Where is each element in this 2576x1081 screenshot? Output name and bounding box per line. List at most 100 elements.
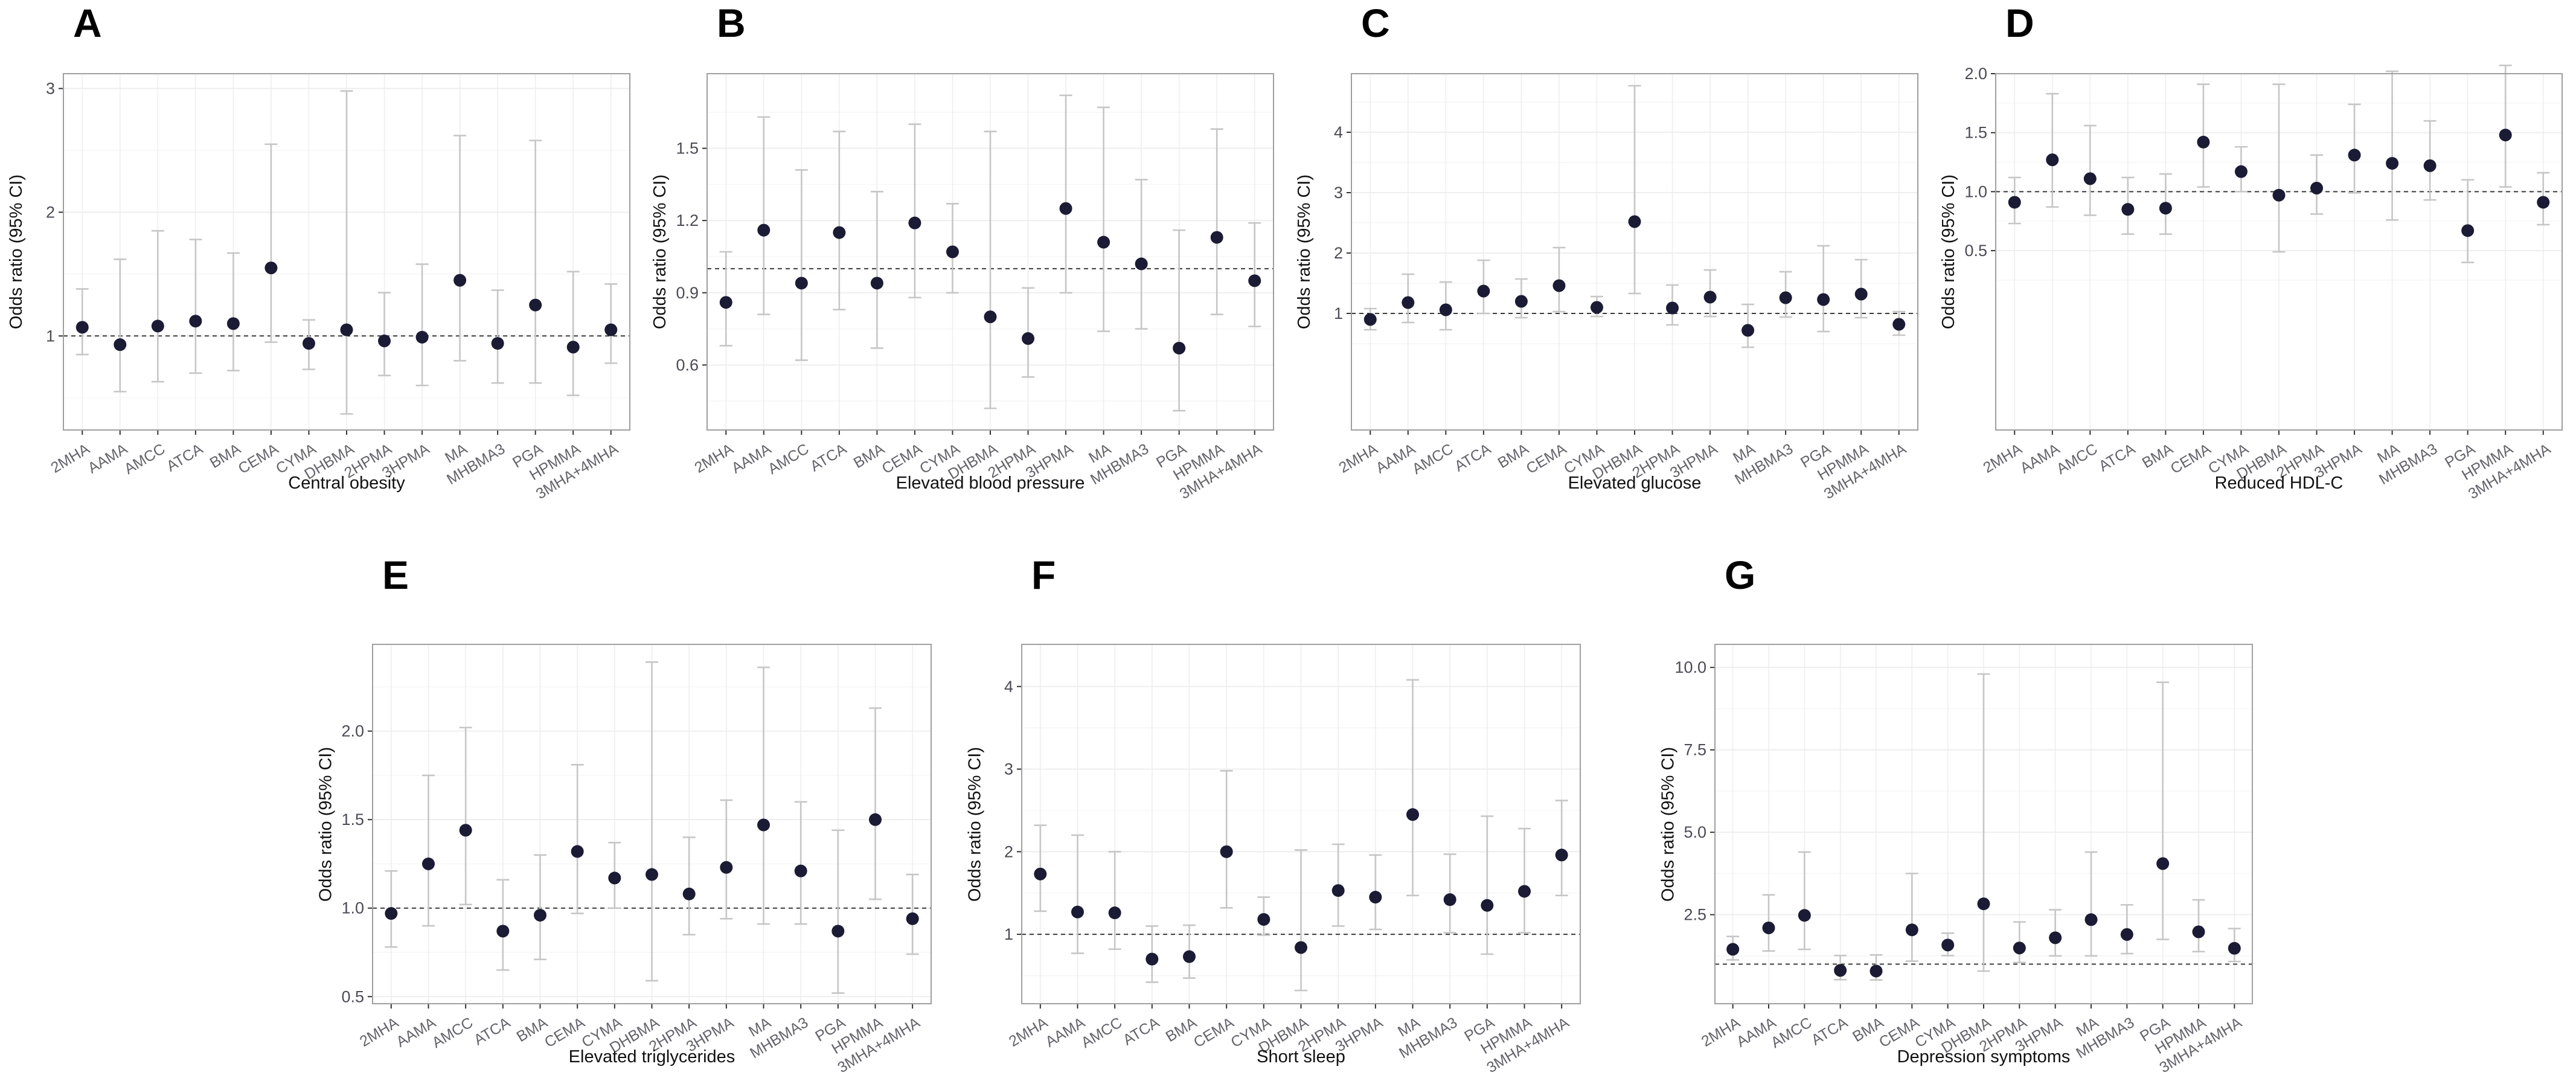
point-CEMA [908,216,921,229]
svg-text:ATCA: ATCA [1809,1014,1851,1049]
svg-text:1: 1 [1334,304,1343,322]
point-2MHA [2008,196,2021,209]
plot-frame [1351,73,1918,431]
point-CEMA [1552,279,1566,292]
point-DHBMA [984,310,997,324]
svg-text:1.0: 1.0 [1964,182,1987,200]
point-2HPMA [2013,941,2026,955]
svg-text:AMCC: AMCC [1078,1014,1126,1051]
point-AAMA [422,857,435,870]
svg-text:CEMA: CEMA [542,1014,588,1051]
point-BMA [1870,964,1883,978]
svg-text:2MHA: 2MHA [357,1014,402,1050]
x-axis-title-f: Short sleep [1257,1047,1345,1067]
point-BMA [870,277,883,290]
point-ATCA [2121,203,2135,216]
point-AAMA [1402,296,1415,309]
svg-text:AMCC: AMCC [1409,440,1456,478]
point-BMA [1183,950,1196,963]
svg-text:3: 3 [1334,184,1343,202]
panel-elevated-glucose: C Odds ratio (95% CI) 1 2 3 4 2MHA AAMA AMCC AT… [1288,0,1932,524]
point-2HPMA [1022,332,1035,345]
x-axis-title-e: Elevated triglycerides [568,1047,735,1067]
svg-text:CEMA: CEMA [879,440,926,477]
y-axis: 0.5 1.0 1.5 2.0 [1964,65,1996,260]
y-axis: 1 2 3 4 [1004,678,1022,943]
svg-text:AMCC: AMCC [429,1014,476,1051]
x-axis-title-c: Elevated glucose [1568,473,1702,493]
x-axis-title-g: Depression symptoms [1897,1047,2071,1067]
point-2HPMA [1666,301,1679,315]
svg-text:ATCA: ATCA [1452,440,1494,475]
svg-text:2: 2 [1334,244,1343,262]
svg-text:2: 2 [1004,842,1013,861]
svg-text:2MHA: 2MHA [1336,440,1380,476]
svg-text:ATCA: ATCA [807,440,850,475]
point-2HPMA [378,335,391,347]
point-CEMA [1905,923,1918,937]
point-DHBMA [1295,941,1307,954]
point-PGA [1173,341,1186,354]
svg-text:10.0: 10.0 [1674,658,1706,676]
point-MHBMA3 [1135,257,1148,271]
point-AAMA [2046,153,2059,167]
point-CYMA [302,337,315,350]
point-AMCC [795,277,808,290]
point-MA [1406,808,1419,821]
point-2MHA [1034,867,1047,881]
point-PGA [529,298,542,312]
panel-letter-f: F [1031,553,1057,597]
point-PGA [2461,224,2475,237]
svg-text:1.5: 1.5 [1964,124,1987,142]
point-MHBMA3 [1443,893,1456,906]
plot-frame [1714,644,2253,1004]
panel-letter-e: E [382,553,410,597]
error-bars [75,90,618,415]
point-ATCA [833,226,846,239]
plot-frame [706,73,1274,431]
svg-text:3: 3 [46,80,55,98]
y-axis: 1 2 3 4 [1334,123,1351,322]
point-DHBMA [340,323,353,336]
plot-frame [1021,644,1581,1004]
point-MA [2084,913,2098,926]
point-CEMA [1220,845,1233,858]
svg-text:2MHA: 2MHA [1980,440,2025,476]
panel-depression-symptoms: G Odds ratio (95% CI) 2.5 5.0 7.5 10.0 2MHA A… [1647,525,2296,1081]
point-MHBMA3 [491,337,504,350]
forest-plot-depression-symptoms: 2.55.07.510.02MHAAAMAAMCCATCABMACEMACYMA… [1674,644,2253,1076]
panel-elevated-triglycerides: E Odds ratio (95% CI) 0.5 1.0 1.5 2.0 2MHA AA… [305,525,954,1081]
point-3HPMA [2049,931,2062,945]
point-ATCA [189,315,202,328]
point-CYMA [1257,913,1270,926]
point-HPMMA [2499,129,2512,142]
plot-frame [63,73,630,431]
panel-central-obesity: A Odds ratio (95% CI) 1 2 3 2MHA AAMA AMCC ATC… [0,0,644,524]
point-MA [1741,324,1755,337]
point-AMCC [459,824,472,837]
x-axis-title-b: Elevated blood pressure [896,473,1085,493]
point-AMCC [151,319,164,333]
svg-text:AAMA: AAMA [729,440,774,477]
point-AMCC [1108,906,1121,920]
svg-text:0.9: 0.9 [676,284,699,302]
odds-ratio-points [1363,215,1906,337]
point-2MHA [75,321,89,334]
point-3MHA+4MHA [906,912,919,925]
panel-elevated-blood-pressure: B Odds ratio (95% CI) 0.6 0.9 1.2 1.5 2MHA AA… [644,0,1287,524]
point-ATCA [496,925,510,938]
point-DHBMA [646,868,658,881]
point-ATCA [1834,964,1847,977]
point-MHBMA3 [2423,159,2437,172]
svg-text:ATCA: ATCA [164,440,206,475]
odds-ratio-points [1726,857,2241,978]
svg-text:AAMA: AAMA [85,440,130,477]
y-axis: 0.5 1.0 1.5 2.0 [341,722,373,1006]
point-BMA [534,908,546,922]
odds-ratio-points [385,813,919,938]
point-3MHA+4MHA [2537,196,2550,209]
point-MHBMA3 [1779,291,1792,304]
point-3HPMA [415,330,429,344]
